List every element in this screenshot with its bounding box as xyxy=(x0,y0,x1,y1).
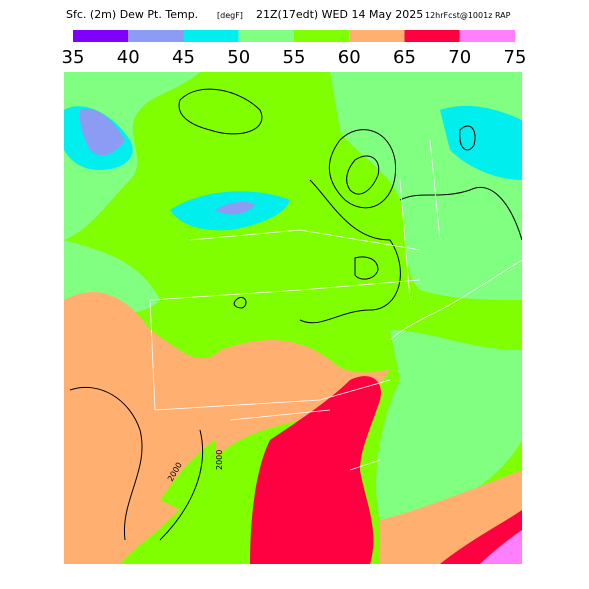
contour xyxy=(178,88,263,135)
contour xyxy=(69,386,143,541)
contour xyxy=(346,155,380,195)
colorbar-segment xyxy=(128,30,184,42)
contour xyxy=(399,187,522,241)
coastline xyxy=(389,259,522,341)
state-borders xyxy=(149,139,441,471)
contour xyxy=(233,296,247,309)
colorbar: 35 40 45 50 55 60 65 70 75 xyxy=(62,30,527,68)
contour xyxy=(159,429,204,541)
contour-label: 2000 xyxy=(215,450,224,470)
colorbar-segment xyxy=(183,30,239,42)
valid-time: 21Z(17edt) WED 14 May 2025 xyxy=(256,8,423,21)
region xyxy=(250,376,381,564)
colorbar-tick-label: 55 xyxy=(283,47,306,68)
colorbar-segment xyxy=(349,30,405,42)
colorbar-tick-label: 45 xyxy=(172,47,195,68)
colorbar-tick-label: 75 xyxy=(504,47,527,68)
colorbar-segment xyxy=(294,30,350,42)
contour xyxy=(299,179,401,324)
colorbar-tick-label: 35 xyxy=(62,47,85,68)
colorbar-tick-label: 65 xyxy=(393,47,416,68)
forecast: 12hrFcst@1001z RAP xyxy=(425,11,511,20)
region xyxy=(440,105,522,180)
region xyxy=(215,201,255,215)
region xyxy=(160,440,216,510)
region xyxy=(480,530,522,564)
colorbar-segment xyxy=(404,30,460,42)
region xyxy=(376,330,522,520)
colorbar-segment xyxy=(238,30,294,42)
contour xyxy=(328,129,397,209)
map: 2000 2000 xyxy=(64,72,522,564)
colorbar-tick-label: 60 xyxy=(338,47,361,68)
colorbar-segment xyxy=(459,30,515,42)
colorbar-tick-label: 40 xyxy=(117,47,140,68)
contour xyxy=(459,125,476,151)
region xyxy=(79,108,125,156)
colorbar-tick-label: 70 xyxy=(448,47,471,68)
contour xyxy=(354,256,379,280)
title: Sfc. (2m) Dew Pt. Temp. xyxy=(66,8,198,21)
colorbar-segment xyxy=(73,30,129,42)
units: [degF] xyxy=(217,11,243,20)
colorbar-tick-label: 50 xyxy=(227,47,250,68)
region xyxy=(64,291,390,564)
